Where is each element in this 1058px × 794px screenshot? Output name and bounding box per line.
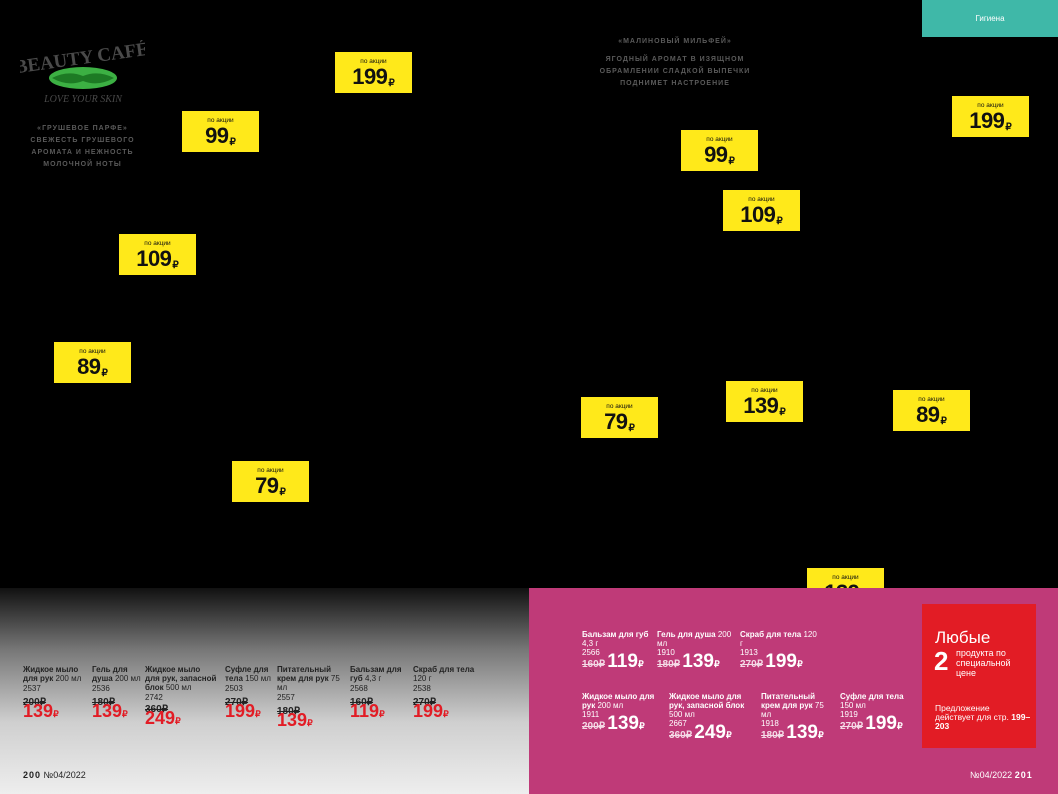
product-item: Суфле для тела 150 мл 2503 270₽ 199₽: [225, 665, 271, 721]
price-tag: по акции 109₽: [723, 190, 800, 231]
product-item: Бальзам для губ 4,3 г 2566 160₽ 119₽: [582, 630, 649, 672]
product-item: Жидкое мыло для рук 200 мл 2537 200₽ 139…: [23, 665, 82, 721]
footer-left: 200 №04/2022: [23, 770, 86, 780]
issue-left: №04/2022: [43, 770, 86, 780]
product-item: Бальзам для губ 4,3 г 2568 160₽ 119₽: [350, 665, 402, 721]
product-item: Жидкое мыло для рук, запасной блок 500 м…: [145, 665, 217, 728]
left-price-panel: [0, 588, 529, 794]
promo-left-body: СВЕЖЕСТЬ ГРУШЕВОГО АРОМАТА И НЕЖНОСТЬ МО…: [30, 137, 135, 168]
price-tag: по акции 79₽: [232, 461, 309, 502]
product-item: Питательный крем для рук 75 мл 2557 180₽…: [277, 665, 340, 730]
page-number-right: 201: [1014, 770, 1033, 780]
product-item: Гель для душа 200 мл 2536 180₽ 139₽: [92, 665, 141, 721]
product-item: Жидкое мыло для рук, запасной блок 500 м…: [669, 692, 745, 743]
promo-left-title: «ГРУШЕВОЕ ПАРФЕ»: [37, 125, 128, 132]
promo-right: «МАЛИНОВЫЙ МИЛЬФЕЙ» ЯГОДНЫЙ АРОМАТ В ИЗЯ…: [595, 36, 755, 90]
offer-count: 2: [934, 646, 949, 676]
price-tag: по акции 79₽: [581, 397, 658, 438]
brand-logo: BEAUTY CAFÉ LOVE YOUR SKIN: [13, 38, 150, 110]
price-tag: по акции 99₽: [681, 130, 758, 171]
offer-title: Любые: [935, 628, 991, 647]
price-tag: по акции 109₽: [119, 234, 196, 275]
promo-right-body: ЯГОДНЫЙ АРОМАТ В ИЗЯЩНОМ ОБРАМЛЕНИИ СЛАД…: [599, 56, 751, 87]
product-item: Суфле для тела 150 мл 1919 270₽ 199₽: [840, 692, 904, 734]
offer-text: продукта по специальной цене: [956, 648, 1011, 678]
product-item: Гель для душа 200 мл 1910 180₽ 139₽: [657, 630, 732, 672]
footer-right: №04/2022 201: [970, 770, 1033, 780]
price-tag: по акции 99₽: [182, 111, 259, 152]
special-offer-box: Любые 2 продукта по специальной цене Пре…: [922, 604, 1036, 748]
product-item: Скраб для тела 120 г 2538 270₽ 199₽: [413, 665, 475, 721]
page-number-left: 200: [23, 770, 42, 780]
offer-note: Предложение действует для стр. 199–203: [935, 703, 1031, 731]
logo-tagline: LOVE YOUR SKIN: [43, 94, 123, 105]
price-tag: по акции 89₽: [893, 390, 970, 431]
product-item: Скраб для тела 120 г 1913 270₽ 199₽: [740, 630, 817, 672]
issue-right: №04/2022: [970, 770, 1013, 780]
price-tag: по акции 89₽: [54, 342, 131, 383]
promo-right-title: «МАЛИНОВЫЙ МИЛЬФЕЙ»: [618, 38, 732, 45]
section-tab[interactable]: Гигиена: [922, 0, 1058, 37]
product-item: Питательный крем для рук 75 мл 1918 180₽…: [761, 692, 824, 743]
price-tag: по акции 199₽: [952, 96, 1029, 137]
price-tag: по акции 199₽: [335, 52, 412, 93]
product-item: Жидкое мыло для рук 200 мл 1911 200₽ 139…: [582, 692, 655, 734]
promo-left: «ГРУШЕВОЕ ПАРФЕ» СВЕЖЕСТЬ ГРУШЕВОГО АРОМ…: [20, 123, 145, 171]
